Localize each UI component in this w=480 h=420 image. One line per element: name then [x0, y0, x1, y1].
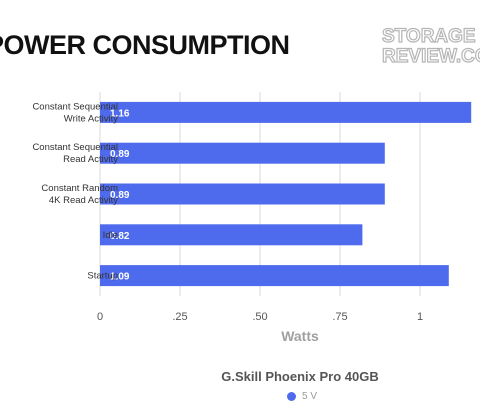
category-label: Constant Random 4K Read Activity: [41, 183, 118, 206]
logo-line-1: STORAGE: [382, 26, 476, 47]
category-label: Startup: [87, 271, 118, 282]
legend-marker: [287, 392, 296, 401]
storagereview-logo: STORAGE REVIEW.COM: [381, 25, 480, 67]
chart-subtitle: G.Skill Phoenix Pro 40GB: [221, 369, 379, 384]
legend-label: 5 V: [302, 391, 318, 402]
bar: [100, 224, 363, 246]
chart-legend: 5 V: [287, 391, 317, 402]
x-tick-label: 0: [97, 311, 103, 323]
bar-value-label: 1.16: [110, 108, 130, 119]
x-tick-label: .75: [332, 311, 347, 323]
category-label-line: 4K Read Activity: [49, 195, 118, 206]
category-label: Constant Sequential Read Activity: [32, 142, 118, 165]
bar: [100, 183, 385, 205]
x-tick-label: .25: [172, 311, 187, 323]
bar: [100, 101, 472, 123]
category-label-line: Read Activity: [63, 154, 118, 165]
bar: [100, 265, 449, 287]
category-label: Idle: [103, 230, 118, 241]
category-label-line: Constant Sequential: [32, 101, 118, 112]
bar-value-label: 0.89: [110, 149, 130, 160]
bar-value-label: 1.09: [110, 272, 130, 283]
bar-value-label: 0.82: [110, 231, 130, 242]
x-tick-label: .50: [252, 311, 267, 323]
category-label-line: Constant Sequential: [32, 142, 118, 153]
bar: [100, 142, 385, 164]
category-label-line: Idle: [103, 230, 118, 241]
logo-line-2: REVIEW.COM: [382, 46, 480, 67]
bar-value-label: 0.89: [110, 190, 130, 201]
category-label: Constant Sequential Write Activity: [32, 101, 118, 124]
x-tick-label: 1: [417, 311, 423, 323]
category-label-line: Constant Random: [41, 183, 118, 194]
category-label-line: Startup: [87, 271, 118, 282]
x-axis-title: Watts: [281, 328, 319, 344]
category-label-line: Write Activity: [64, 113, 118, 124]
page-title: POWER CONSUMPTION: [0, 30, 290, 60]
